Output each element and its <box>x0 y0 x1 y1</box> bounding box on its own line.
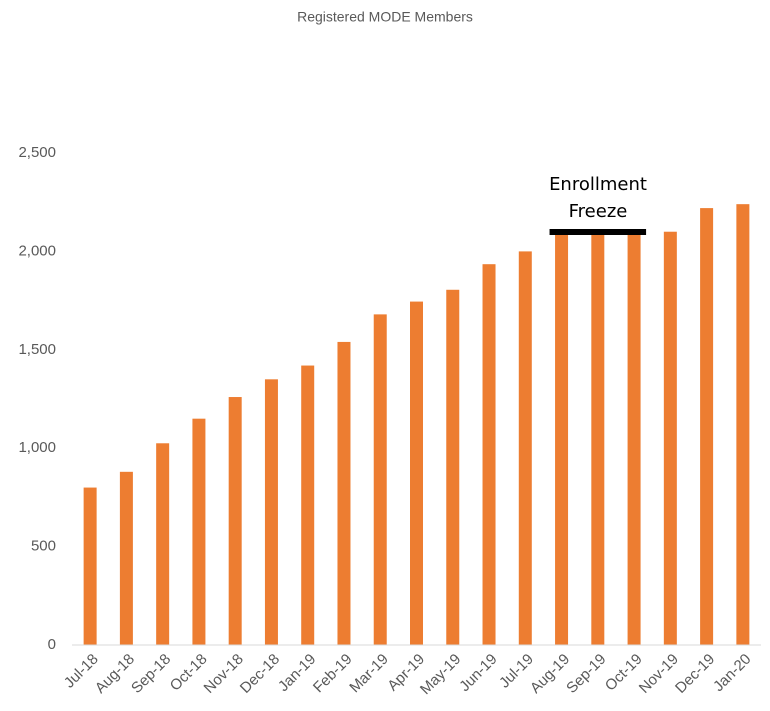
bar <box>700 208 714 645</box>
y-tick-label: 1,000 <box>18 439 56 456</box>
y-tick-label: 500 <box>31 538 56 555</box>
y-tick-label: 1,500 <box>18 341 56 358</box>
bar <box>228 397 242 645</box>
bar <box>410 301 423 645</box>
bar <box>373 314 387 645</box>
x-tick-label: Jan-20 <box>710 651 754 695</box>
bar <box>83 487 97 645</box>
y-tick-label: 2,500 <box>18 144 56 161</box>
bar <box>337 341 351 645</box>
x-tick-label: Mar-19 <box>346 651 392 697</box>
y-tick-label: 0 <box>48 636 56 653</box>
bar <box>518 251 532 645</box>
x-tick-label: May-19 <box>417 651 464 698</box>
bar <box>627 233 641 646</box>
bar <box>736 204 750 645</box>
bar <box>591 233 605 646</box>
bar <box>156 443 170 645</box>
x-tick-label: Jan-19 <box>275 651 319 695</box>
bar <box>301 365 315 645</box>
x-tick-label: Dec-19 <box>672 651 718 697</box>
y-tick-label: 2,000 <box>18 242 56 259</box>
x-tick-label: Sep-18 <box>128 651 174 697</box>
x-tick-label: Aug-19 <box>527 651 573 697</box>
x-tick-label: Aug-18 <box>92 651 138 697</box>
bar <box>555 233 569 646</box>
x-tick-label: Nov-19 <box>636 651 682 697</box>
annotation: Enrollment Freeze <box>549 174 647 222</box>
bar <box>446 289 460 645</box>
bar <box>482 264 496 645</box>
bar <box>192 418 206 645</box>
x-tick-label: Jun-19 <box>456 651 500 695</box>
bar <box>264 379 278 645</box>
x-tick-label: Nov-18 <box>201 651 247 697</box>
chart-title: Registered MODE Members <box>297 9 473 25</box>
bar <box>119 471 133 645</box>
x-tick-label: Feb-19 <box>310 651 356 697</box>
bar <box>663 231 677 645</box>
x-tick-label: Sep-19 <box>563 651 609 697</box>
x-tick-label: Dec-18 <box>237 651 283 697</box>
